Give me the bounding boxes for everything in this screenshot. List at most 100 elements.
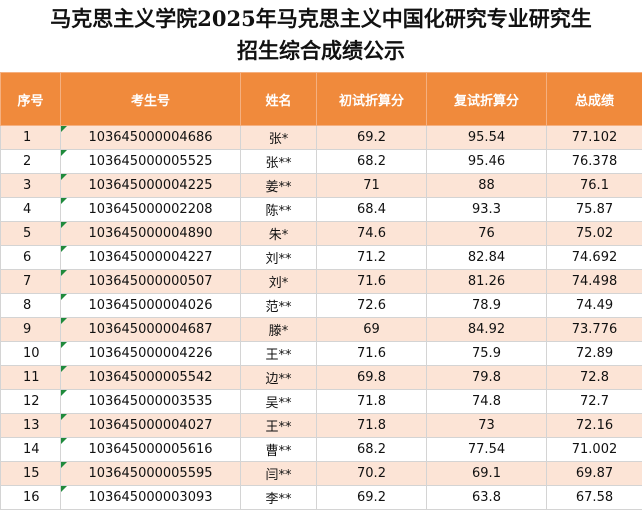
table-cell: 68.2: [316, 149, 427, 174]
table-cell: 13: [0, 413, 61, 438]
table-cell: 103645000004227: [60, 245, 241, 270]
table-cell: 王**: [240, 413, 317, 438]
table-cell: 滕*: [240, 317, 317, 342]
table-row: 6 103645000004227 刘** 71.2 82.84 74.692: [0, 245, 642, 270]
table-cell: 95.54: [426, 125, 547, 150]
table-cell: 103645000004026: [60, 293, 241, 318]
table-cell: 103645000004890: [60, 221, 241, 246]
table-cell: 81.26: [426, 269, 547, 294]
table-cell: 68.2: [316, 437, 427, 462]
table-cell: 李**: [240, 485, 317, 510]
table-cell: 93.3: [426, 197, 547, 222]
table-cell: 王**: [240, 341, 317, 366]
table-cell: 2: [0, 149, 61, 174]
table-cell: 74.8: [426, 389, 547, 414]
table-cell: 闫**: [240, 461, 317, 486]
table-cell: 82.84: [426, 245, 547, 270]
table-cell: 72.89: [546, 341, 642, 366]
header-cell: 复试折算分: [426, 72, 547, 126]
table-cell: 69.8: [316, 365, 427, 390]
table-cell: 69.2: [316, 485, 427, 510]
table-body: 1 103645000004686 张* 69.2 95.54 77.102 2 103645…: [0, 125, 642, 510]
table-cell: 边**: [240, 365, 317, 390]
table-cell: 9: [0, 317, 61, 342]
table-cell: 73: [426, 413, 547, 438]
table-cell: 朱*: [240, 221, 317, 246]
table-cell: 103645000004226: [60, 341, 241, 366]
table-cell: 72.6: [316, 293, 427, 318]
table-cell: 63.8: [426, 485, 547, 510]
table-cell: 曹**: [240, 437, 317, 462]
table-cell: 11: [0, 365, 61, 390]
table-cell: 75.9: [426, 341, 547, 366]
table-row: 1 103645000004686 张* 69.2 95.54 77.102: [0, 125, 642, 150]
table-cell: 72.8: [546, 365, 642, 390]
table-row: 2 103645000005525 张** 68.2 95.46 76.378: [0, 149, 642, 174]
table-cell: 103645000004225: [60, 173, 241, 198]
table-cell: 103645000000507: [60, 269, 241, 294]
table-cell: 陈**: [240, 197, 317, 222]
table-cell: 69.87: [546, 461, 642, 486]
table-cell: 71.6: [316, 269, 427, 294]
table-row: 3 103645000004225 姜** 71 88 76.1: [0, 173, 642, 198]
header-cell: 姓名: [240, 72, 317, 126]
table-cell: 姜**: [240, 173, 317, 198]
table-cell: 76.378: [546, 149, 642, 174]
table-cell: 71.6: [316, 341, 427, 366]
table-cell: 4: [0, 197, 61, 222]
table-cell: 1: [0, 125, 61, 150]
table-cell: 5: [0, 221, 61, 246]
table-cell: 103645000005616: [60, 437, 241, 462]
score-table: 序号 考生号 姓名 初试折算分 复试折算分 总成绩 1 103645000004686 张* 6…: [0, 72, 642, 510]
table-cell: 103645000003093: [60, 485, 241, 510]
table-cell: 15: [0, 461, 61, 486]
table-cell: 67.58: [546, 485, 642, 510]
table-row: 9 103645000004687 滕* 69 84.92 73.776: [0, 317, 642, 342]
table-cell: 84.92: [426, 317, 547, 342]
table-row: 15 103645000005595 闫** 70.2 69.1 69.87: [0, 461, 642, 486]
table-cell: 张**: [240, 149, 317, 174]
header-cell: 考生号: [60, 72, 241, 126]
table-cell: 71.002: [546, 437, 642, 462]
table-cell: 74.498: [546, 269, 642, 294]
table-cell: 103645000005542: [60, 365, 241, 390]
table-row: 14 103645000005616 曹** 68.2 77.54 71.002: [0, 437, 642, 462]
table-cell: 69.2: [316, 125, 427, 150]
header-cell: 总成绩: [546, 72, 642, 126]
title-line: 招生综合成绩公示: [237, 38, 405, 63]
table-cell: 刘**: [240, 245, 317, 270]
table-cell: 71.2: [316, 245, 427, 270]
table-cell: 6: [0, 245, 61, 270]
table-row: 10 103645000004226 王** 71.6 75.9 72.89: [0, 341, 642, 366]
table-cell: 103645000005595: [60, 461, 241, 486]
header-row: 序号 考生号 姓名 初试折算分 复试折算分 总成绩: [0, 72, 642, 126]
table-cell: 103645000004027: [60, 413, 241, 438]
table-cell: 吴**: [240, 389, 317, 414]
table-row: 4 103645000002208 陈** 68.4 93.3 75.87: [0, 197, 642, 222]
table-cell: 12: [0, 389, 61, 414]
table-row: 12 103645000003535 吴** 71.8 74.8 72.7: [0, 389, 642, 414]
table-cell: 69.1: [426, 461, 547, 486]
table-cell: 103645000004686: [60, 125, 241, 150]
table-cell: 71: [316, 173, 427, 198]
table-cell: 77.102: [546, 125, 642, 150]
table-cell: 103645000003535: [60, 389, 241, 414]
table-cell: 75.87: [546, 197, 642, 222]
table-cell: 10: [0, 341, 61, 366]
table-cell: 78.9: [426, 293, 547, 318]
table-cell: 74.49: [546, 293, 642, 318]
table-cell: 16: [0, 485, 61, 510]
table-cell: 范**: [240, 293, 317, 318]
table-cell: 张*: [240, 125, 317, 150]
table-cell: 68.4: [316, 197, 427, 222]
table-row: 5 103645000004890 朱* 74.6 76 75.02: [0, 221, 642, 246]
table-cell: 103645000005525: [60, 149, 241, 174]
table-row: 16 103645000003093 李** 69.2 63.8 67.58: [0, 485, 642, 510]
table-row: 7 103645000000507 刘* 71.6 81.26 74.498: [0, 269, 642, 294]
table-cell: 71.8: [316, 413, 427, 438]
table-cell: 刘*: [240, 269, 317, 294]
table-cell: 72.16: [546, 413, 642, 438]
table-cell: 103645000002208: [60, 197, 241, 222]
table-cell: 7: [0, 269, 61, 294]
table-cell: 77.54: [426, 437, 547, 462]
